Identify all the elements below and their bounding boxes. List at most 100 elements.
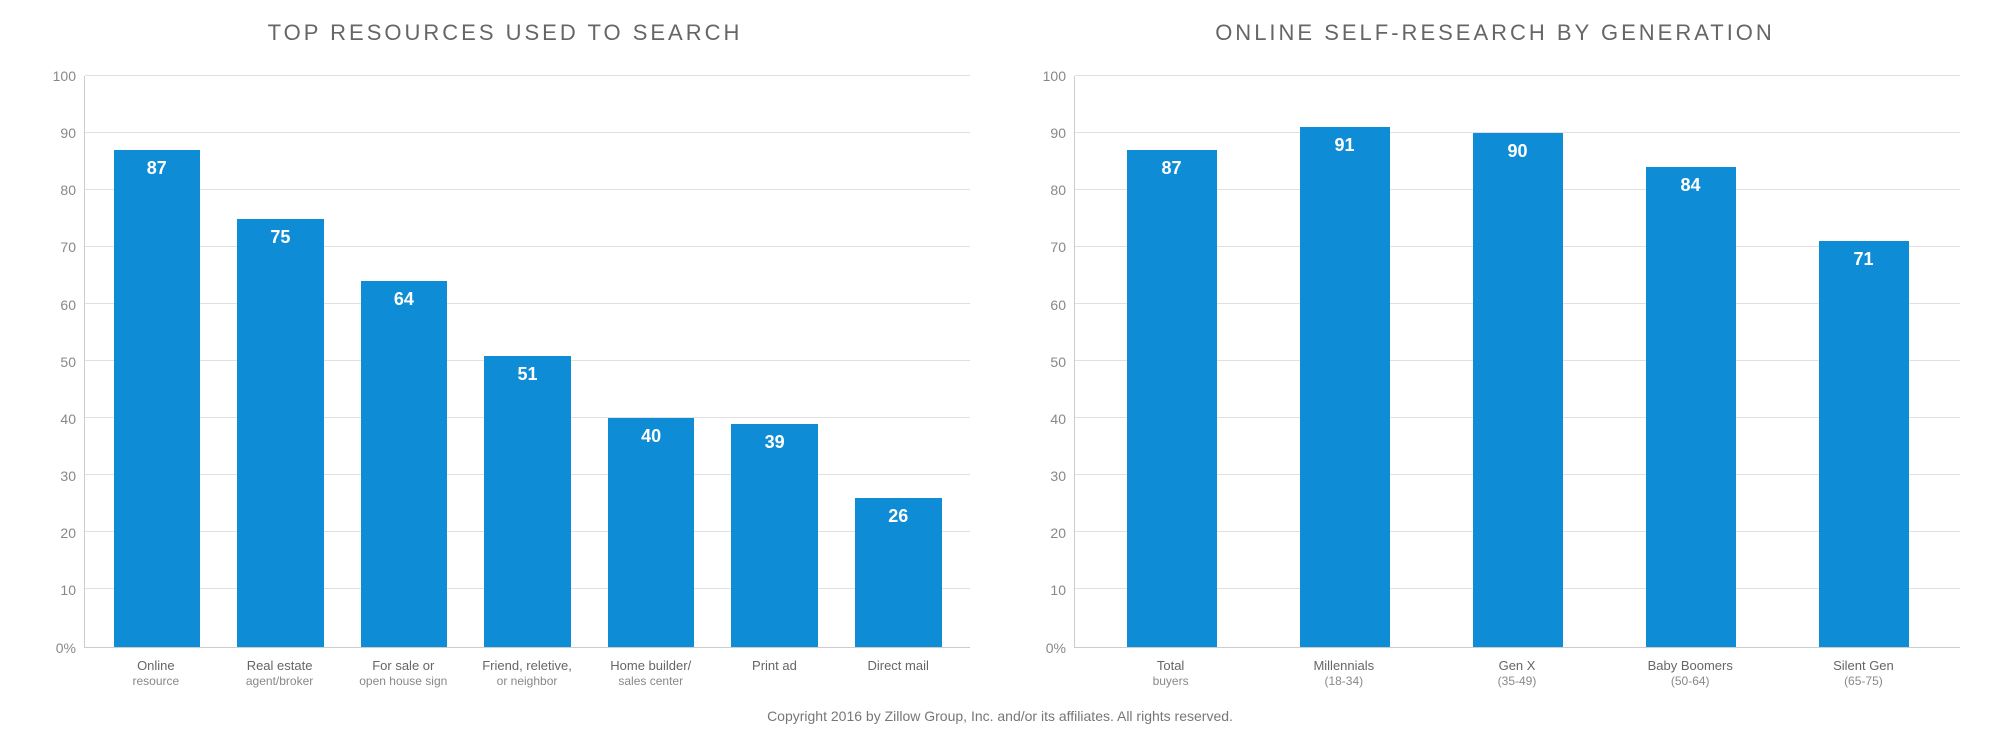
- x-axis-label: Real estateagent/broker: [218, 658, 342, 690]
- bar-value-label: 84: [1646, 175, 1736, 196]
- bar: 40: [608, 418, 695, 646]
- bars-container: 87 91 90 84 71: [1074, 76, 1960, 648]
- bar-value-label: 90: [1473, 141, 1563, 162]
- x-label-sub: (35-49): [1430, 674, 1603, 690]
- bar-value-label: 26: [855, 506, 942, 527]
- bar: 87: [114, 150, 201, 646]
- bar-value-label: 91: [1300, 135, 1390, 156]
- x-axis-label: Print ad: [713, 658, 837, 690]
- x-axis-label: Silent Gen(65-75): [1777, 658, 1950, 690]
- bar: 84: [1646, 167, 1736, 646]
- bar-slot: 84: [1604, 76, 1777, 647]
- bar-value-label: 40: [608, 426, 695, 447]
- bars: 87 91 90 84 71: [1075, 76, 1960, 647]
- x-axis-label: Onlineresource: [94, 658, 218, 690]
- bar-slot: 51: [466, 76, 590, 647]
- y-axis: 1009080706050403020100%: [1030, 76, 1074, 648]
- bars: 87 75 64 51 40 39 26: [85, 76, 970, 647]
- x-label-main: Print ad: [752, 658, 797, 673]
- x-axis-label: Millennials(18-34): [1257, 658, 1430, 690]
- bar-slot: 40: [589, 76, 713, 647]
- bar-value-label: 51: [484, 364, 571, 385]
- bar-slot: 64: [342, 76, 466, 647]
- bar-slot: 26: [836, 76, 960, 647]
- x-label-sub: (50-64): [1604, 674, 1777, 690]
- y-tick-label: 40: [60, 411, 76, 427]
- chart-panel-resources: TOP RESOURCES USED TO SEARCH 100 90 80 70 60…: [40, 0, 970, 690]
- y-tick-label: 10: [60, 582, 76, 598]
- bars-container: 87 75 64 51 40 39 26: [84, 76, 970, 648]
- x-axis-label: Direct mail: [836, 658, 960, 690]
- y-tick-label: 80: [60, 182, 76, 198]
- bar: 64: [361, 281, 448, 646]
- y-tick-label: 100: [53, 68, 76, 84]
- x-label-main: Friend, reletive,: [482, 658, 572, 673]
- chart-title: TOP RESOURCES USED TO SEARCH: [40, 20, 970, 46]
- y-tick-label: 50: [60, 354, 76, 370]
- bar-value-label: 75: [237, 227, 324, 248]
- y-tick-label: 20: [60, 525, 76, 541]
- bar: 39: [731, 424, 818, 647]
- y-tick-label: 90: [1050, 125, 1066, 141]
- x-axis-label: Friend, reletive,or neighbor: [465, 658, 589, 690]
- y-tick-label: 70: [1050, 239, 1066, 255]
- bar-value-label: 87: [1127, 158, 1217, 179]
- charts-row: TOP RESOURCES USED TO SEARCH 100 90 80 70 60…: [20, 0, 1980, 690]
- x-axis-label: Home builder/sales center: [589, 658, 713, 690]
- y-tick-label: 60: [60, 297, 76, 313]
- x-label-main: Home builder/: [610, 658, 691, 673]
- x-axis-labels: TotalbuyersMillennials(18-34)Gen X(35-49…: [1074, 648, 1960, 690]
- x-label-sub: (65-75): [1777, 674, 1950, 690]
- bar-slot: 90: [1431, 76, 1604, 647]
- y-tick-label: 0%: [56, 640, 76, 656]
- page-root: TOP RESOURCES USED TO SEARCH 100 90 80 70 60…: [0, 0, 2000, 730]
- y-tick-label: 40: [1050, 411, 1066, 427]
- bar-slot: 75: [219, 76, 343, 647]
- x-label-main: For sale or: [372, 658, 434, 673]
- x-axis-label: Baby Boomers(50-64): [1604, 658, 1777, 690]
- x-label-sub: or neighbor: [465, 674, 589, 690]
- bar-slot: 39: [713, 76, 837, 647]
- x-label-sub: (18-34): [1257, 674, 1430, 690]
- x-label-sub: buyers: [1084, 674, 1257, 690]
- y-tick-label: 70: [60, 239, 76, 255]
- bar-value-label: 64: [361, 289, 448, 310]
- x-axis-label: For sale oropen house sign: [341, 658, 465, 690]
- x-label-sub: agent/broker: [218, 674, 342, 690]
- plot-area: 1009080706050403020100% 87756451403926: [40, 76, 970, 648]
- x-label-sub: resource: [94, 674, 218, 690]
- bar: 51: [484, 356, 571, 647]
- x-label-sub: open house sign: [341, 674, 465, 690]
- chart-title: ONLINE SELF-RESEARCH BY GENERATION: [1030, 20, 1960, 46]
- y-axis: 1009080706050403020100%: [40, 76, 84, 648]
- bar: 87: [1127, 150, 1217, 646]
- bar-slot: 87: [95, 76, 219, 647]
- x-label-sub: sales center: [589, 674, 713, 690]
- bar: 71: [1819, 241, 1909, 646]
- y-tick-label: 0%: [1046, 640, 1066, 656]
- x-label-main: Millennials: [1313, 658, 1374, 673]
- x-label-main: Direct mail: [867, 658, 928, 673]
- x-label-main: Total: [1157, 658, 1184, 673]
- y-tick-label: 60: [1050, 297, 1066, 313]
- y-tick-label: 10: [1050, 582, 1066, 598]
- bar: 90: [1473, 133, 1563, 646]
- x-label-main: Baby Boomers: [1648, 658, 1733, 673]
- x-axis-label: Gen X(35-49): [1430, 658, 1603, 690]
- bar: 26: [855, 498, 942, 646]
- y-tick-label: 90: [60, 125, 76, 141]
- x-label-main: Gen X: [1499, 658, 1536, 673]
- plot-area: 1009080706050403020100% 8791908471: [1030, 76, 1960, 648]
- y-tick-label: 100: [1043, 68, 1066, 84]
- bar-value-label: 87: [114, 158, 201, 179]
- copyright-text: Copyright 2016 by Zillow Group, Inc. and…: [20, 690, 1980, 730]
- x-axis-labels: OnlineresourceReal estateagent/brokerFor…: [84, 648, 970, 690]
- x-axis-label: Totalbuyers: [1084, 658, 1257, 690]
- x-label-main: Real estate: [247, 658, 313, 673]
- bar-slot: 91: [1258, 76, 1431, 647]
- x-label-main: Online: [137, 658, 175, 673]
- y-tick-label: 50: [1050, 354, 1066, 370]
- bar-slot: 71: [1777, 76, 1950, 647]
- chart-panel-generation: ONLINE SELF-RESEARCH BY GENERATION 100 90…: [1030, 0, 1960, 690]
- bar-value-label: 71: [1819, 249, 1909, 270]
